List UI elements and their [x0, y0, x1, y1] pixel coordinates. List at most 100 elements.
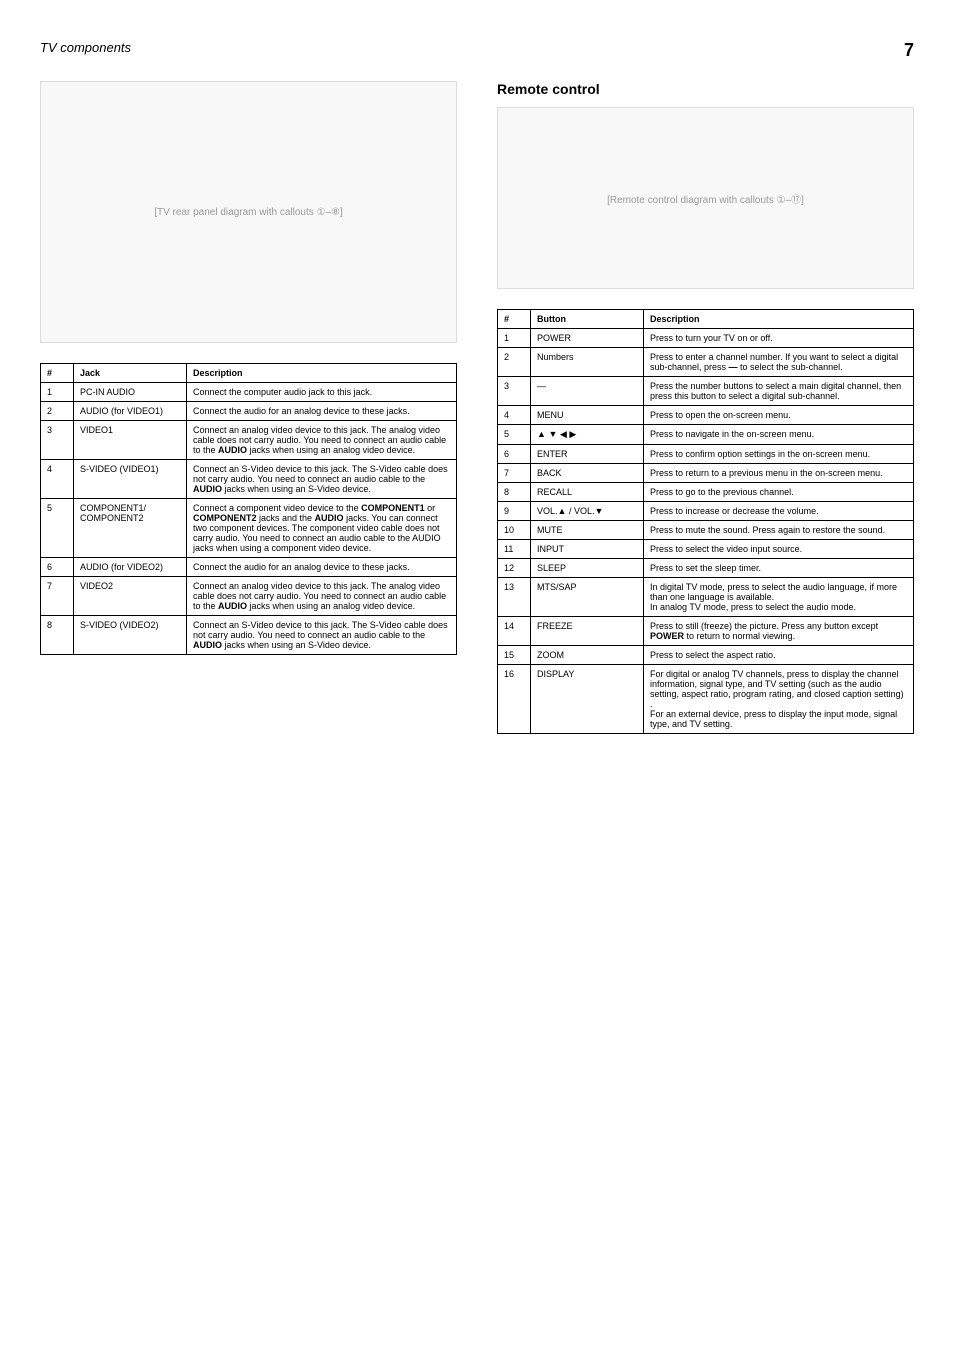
button-name: [531, 425, 644, 445]
row-number: 4: [41, 460, 74, 499]
table-row: 3VIDEO1Connect an analog video device to…: [41, 421, 457, 460]
left-column: [TV rear panel diagram with callouts ①–⑧…: [40, 81, 457, 734]
row-number: 13: [498, 578, 531, 617]
table-row: 6AUDIO (for VIDEO2)Connect the audio for…: [41, 558, 457, 577]
col-num: #: [41, 364, 74, 383]
col-description: Description: [644, 310, 914, 329]
row-number: 1: [498, 329, 531, 348]
row-number: 2: [41, 402, 74, 421]
row-number: 5: [41, 499, 74, 558]
table-row: 8S-VIDEO (VIDEO2)Connect an S-Video devi…: [41, 616, 457, 655]
button-description: For digital or analog TV channels, press…: [644, 665, 914, 734]
jack-description: Connect the audio for an analog device t…: [187, 558, 457, 577]
table-row: 13MTS/SAPIn digital TV mode, press to se…: [498, 578, 914, 617]
jacks-table: # Jack Description 1PC-IN AUDIOConnect t…: [40, 363, 457, 655]
row-number: 7: [41, 577, 74, 616]
button-name: RECALL: [531, 483, 644, 502]
jack-description: Connect an analog video device to this j…: [187, 421, 457, 460]
two-column-layout: [TV rear panel diagram with callouts ①–⑧…: [40, 81, 914, 734]
button-description: In digital TV mode, press to select the …: [644, 578, 914, 617]
button-description: Press to go to the previous channel.: [644, 483, 914, 502]
jack-name: VIDEO2: [74, 577, 187, 616]
table-row: 1PC-IN AUDIOConnect the computer audio j…: [41, 383, 457, 402]
jack-description: Connect a component video device to the …: [187, 499, 457, 558]
table-row: 12SLEEPPress to set the sleep timer.: [498, 559, 914, 578]
row-number: 7: [498, 464, 531, 483]
button-name: —: [531, 377, 644, 406]
row-number: 10: [498, 521, 531, 540]
button-name: VOL. / VOL.: [531, 502, 644, 521]
jack-name: S-VIDEO (VIDEO2): [74, 616, 187, 655]
button-description: Press to increase or decrease the volume…: [644, 502, 914, 521]
table-row: 7VIDEO2Connect an analog video device to…: [41, 577, 457, 616]
row-number: 3: [498, 377, 531, 406]
col-description: Description: [187, 364, 457, 383]
button-description: Press to enter a channel number. If you …: [644, 348, 914, 377]
table-row: 5COMPONENT1/ COMPONENT2Connect a compone…: [41, 499, 457, 558]
button-name: MTS/SAP: [531, 578, 644, 617]
table-header-row: # Jack Description: [41, 364, 457, 383]
button-description: Press to return to a previous menu in th…: [644, 464, 914, 483]
button-description: Press to navigate in the on-screen menu.: [644, 425, 914, 445]
button-name: FREEZE: [531, 617, 644, 646]
button-description: Press to select the video input source.: [644, 540, 914, 559]
row-number: 6: [498, 445, 531, 464]
table-row: 6ENTERPress to confirm option settings i…: [498, 445, 914, 464]
row-number: 6: [41, 558, 74, 577]
page-number: 7: [904, 40, 914, 61]
table-header-row: # Button Description: [498, 310, 914, 329]
col-num: #: [498, 310, 531, 329]
row-number: 12: [498, 559, 531, 578]
jack-name: COMPONENT1/ COMPONENT2: [74, 499, 187, 558]
table-row: 1POWERPress to turn your TV on or off.: [498, 329, 914, 348]
row-number: 5: [498, 425, 531, 445]
button-description: Press to mute the sound. Press again to …: [644, 521, 914, 540]
button-name: MENU: [531, 406, 644, 425]
button-name: POWER: [531, 329, 644, 348]
table-row: 11INPUTPress to select the video input s…: [498, 540, 914, 559]
jack-description: Connect the computer audio jack to this …: [187, 383, 457, 402]
button-name: ZOOM: [531, 646, 644, 665]
jack-name: VIDEO1: [74, 421, 187, 460]
button-name: INPUT: [531, 540, 644, 559]
button-description: Press to open the on-screen menu.: [644, 406, 914, 425]
jack-description: Connect the audio for an analog device t…: [187, 402, 457, 421]
table-row: 2NumbersPress to enter a channel number.…: [498, 348, 914, 377]
table-row: 4S-VIDEO (VIDEO1)Connect an S-Video devi…: [41, 460, 457, 499]
remote-control-diagram: [Remote control diagram with callouts ①–…: [497, 107, 914, 289]
row-number: 4: [498, 406, 531, 425]
table-row: 4MENUPress to open the on-screen menu.: [498, 406, 914, 425]
row-number: 8: [41, 616, 74, 655]
row-number: 16: [498, 665, 531, 734]
row-number: 14: [498, 617, 531, 646]
button-description: Press to select the aspect ratio.: [644, 646, 914, 665]
button-name: BACK: [531, 464, 644, 483]
right-column: Remote control [Remote control diagram w…: [497, 81, 914, 734]
button-name: MUTE: [531, 521, 644, 540]
row-number: 9: [498, 502, 531, 521]
col-jack: Jack: [74, 364, 187, 383]
button-description: Press to still (freeze) the picture. Pre…: [644, 617, 914, 646]
button-name: DISPLAY: [531, 665, 644, 734]
jack-name: S-VIDEO (VIDEO1): [74, 460, 187, 499]
table-row: 8RECALLPress to go to the previous chann…: [498, 483, 914, 502]
table-row: 3—Press the number buttons to select a m…: [498, 377, 914, 406]
row-number: 1: [41, 383, 74, 402]
table-row: 14FREEZEPress to still (freeze) the pict…: [498, 617, 914, 646]
remote-buttons-table: # Button Description 1POWERPress to turn…: [497, 309, 914, 734]
button-name: SLEEP: [531, 559, 644, 578]
row-number: 2: [498, 348, 531, 377]
row-number: 3: [41, 421, 74, 460]
button-name: ENTER: [531, 445, 644, 464]
jack-description: Connect an analog video device to this j…: [187, 577, 457, 616]
table-row: 5 Press to navigate in the on-screen men…: [498, 425, 914, 445]
row-number: 11: [498, 540, 531, 559]
button-description: Press the number buttons to select a mai…: [644, 377, 914, 406]
jack-name: AUDIO (for VIDEO2): [74, 558, 187, 577]
table-row: 15ZOOMPress to select the aspect ratio.: [498, 646, 914, 665]
diagram-placeholder-label: [TV rear panel diagram with callouts ①–⑧…: [154, 207, 343, 218]
diagram-placeholder-label: [Remote control diagram with callouts ①–…: [607, 191, 804, 206]
page-header: TV components 7: [40, 40, 914, 61]
table-row: 9VOL. / VOL.Press to increase or decreas…: [498, 502, 914, 521]
table-row: 2AUDIO (for VIDEO1)Connect the audio for…: [41, 402, 457, 421]
